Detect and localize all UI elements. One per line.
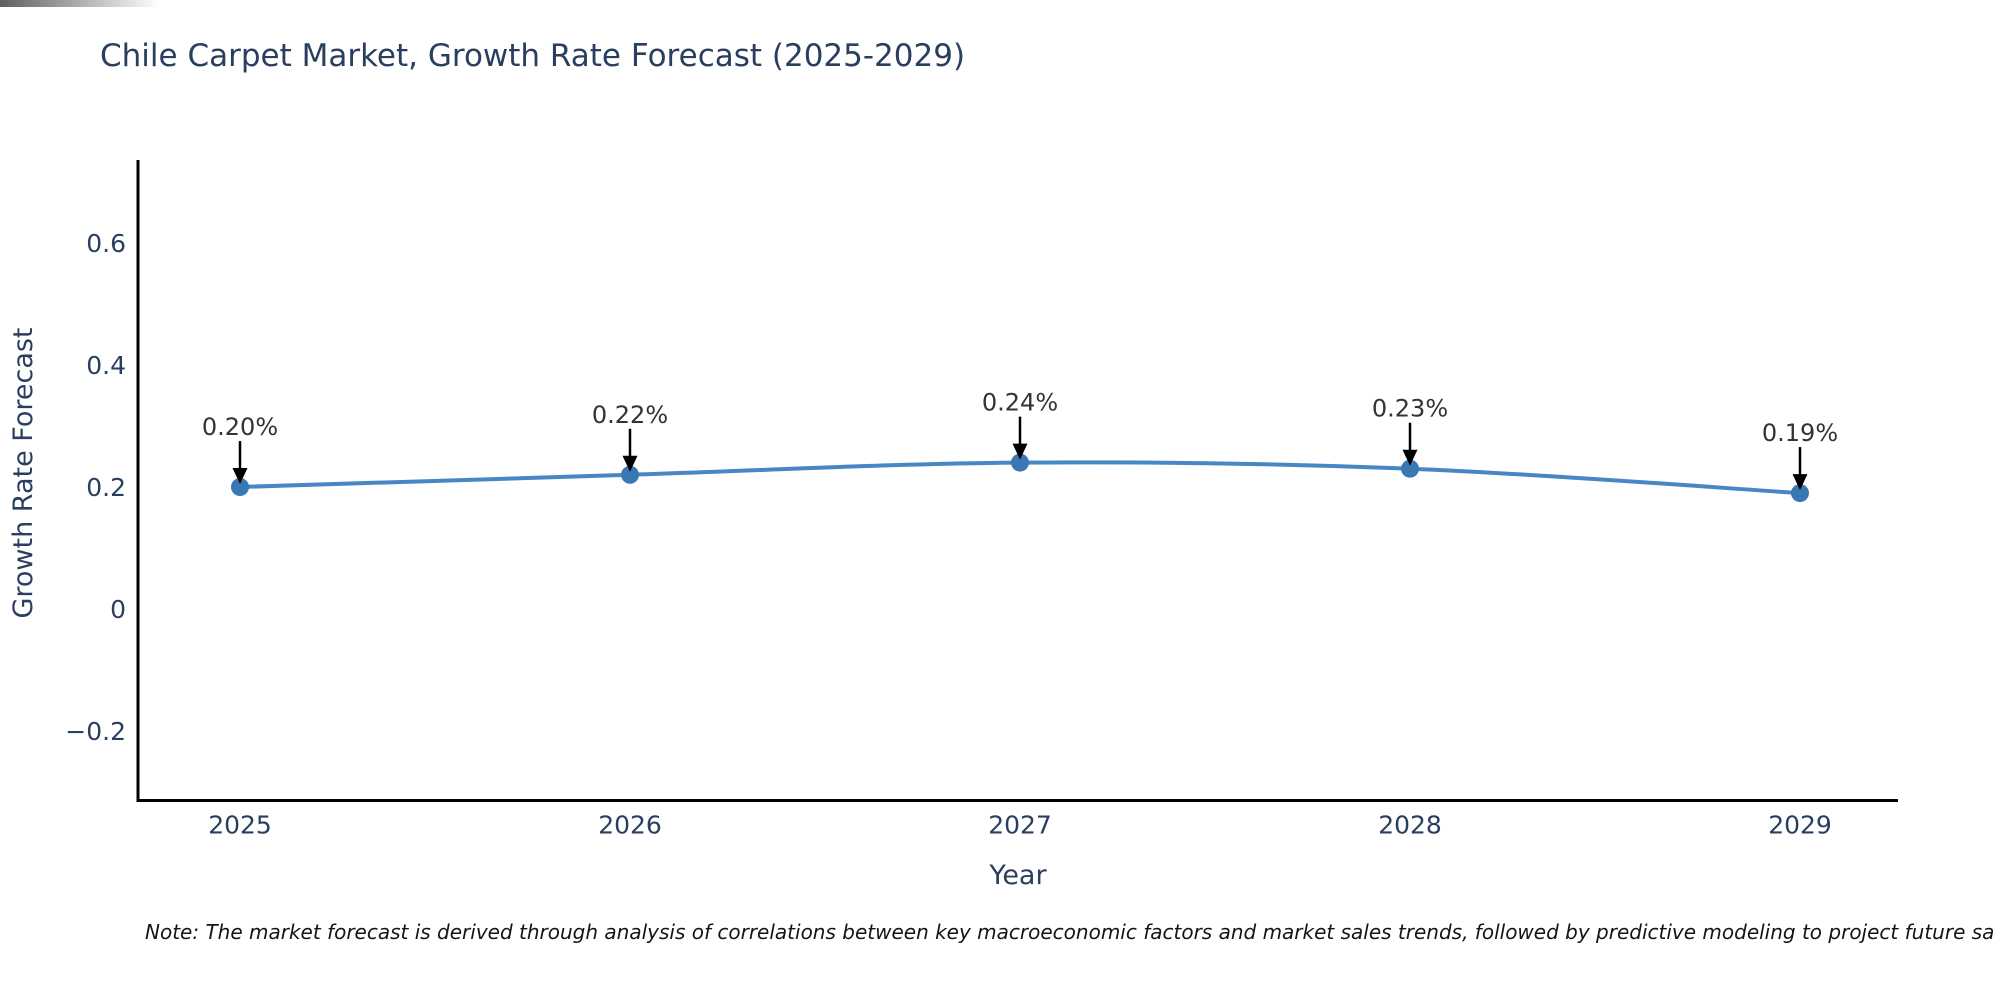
x-tick-label: 2029 bbox=[1768, 811, 1832, 840]
annotation-arrow-head bbox=[1012, 443, 1028, 460]
x-axis-title: Year bbox=[988, 860, 1047, 891]
annotation-label: 0.20% bbox=[202, 413, 278, 441]
annotation-arrow-head bbox=[622, 455, 638, 472]
y-tick-label: 0.2 bbox=[86, 473, 126, 502]
chart-title: Chile Carpet Market, Growth Rate Forecas… bbox=[100, 38, 966, 74]
screen-edge-artifact bbox=[0, 0, 160, 7]
x-tick-label: 2028 bbox=[1378, 811, 1442, 840]
x-tick-label: 2027 bbox=[988, 811, 1052, 840]
data-point-marker bbox=[1791, 484, 1809, 503]
x-tick-label: 2025 bbox=[208, 811, 272, 840]
footnote: Note: The market forecast is derived thr… bbox=[145, 920, 1995, 944]
y-tick-label: 0 bbox=[110, 595, 126, 624]
annotation-label: 0.22% bbox=[592, 401, 668, 429]
data-point-marker bbox=[1401, 459, 1419, 478]
y-tick-label: 0.4 bbox=[86, 351, 126, 380]
y-axis-title: Growth Rate Forecast bbox=[8, 327, 39, 618]
y-tick-label: −0.2 bbox=[65, 717, 126, 746]
x-tick-label: 2026 bbox=[598, 811, 662, 840]
data-point-marker bbox=[1011, 453, 1029, 472]
data-point-marker bbox=[621, 465, 639, 484]
annotation-label: 0.19% bbox=[1762, 419, 1838, 447]
annotation-label: 0.23% bbox=[1372, 395, 1448, 423]
annotation-arrow-head bbox=[1792, 474, 1808, 491]
annotation-arrow-head bbox=[1402, 449, 1418, 466]
data-point-marker bbox=[231, 478, 249, 496]
annotation-arrow-head bbox=[232, 468, 248, 484]
annotation-label: 0.24% bbox=[982, 389, 1058, 417]
y-tick-label: 0.6 bbox=[86, 229, 126, 258]
